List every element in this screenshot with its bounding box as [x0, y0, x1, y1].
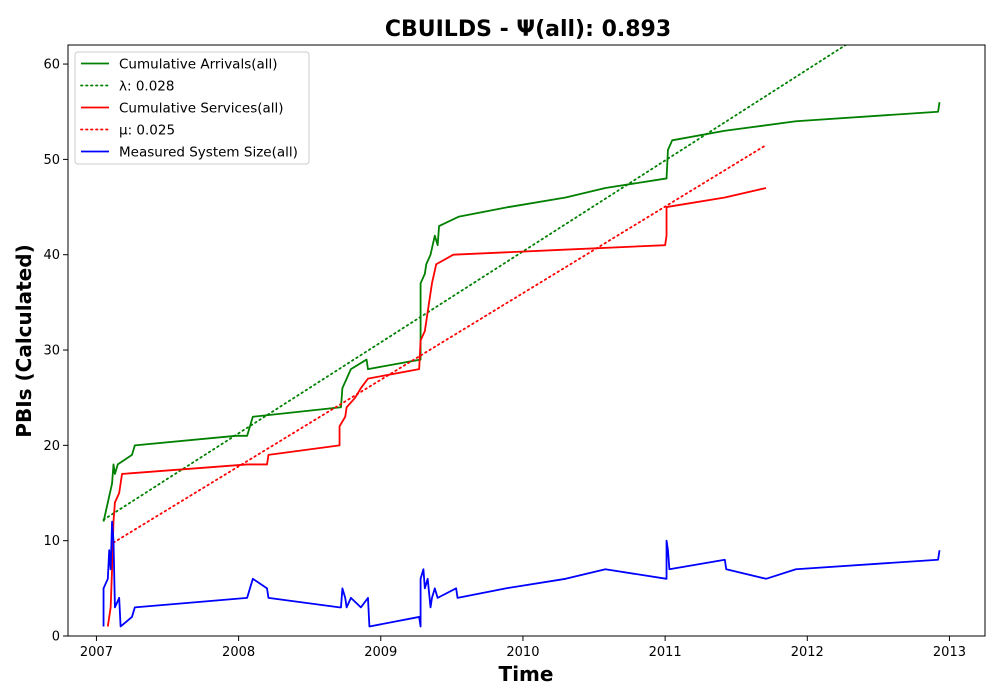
legend-label: Cumulative Services(all)	[119, 101, 284, 117]
series-line-1	[102, 45, 847, 521]
x-tick-label: 2008	[222, 645, 255, 660]
x-tick-label: 2013	[933, 645, 966, 660]
y-axis-label: PBIs (Calculated)	[12, 244, 36, 437]
legend: Cumulative Arrivals(all) λ: 0.028 Cumulati…	[74, 51, 310, 165]
series-line-0	[102, 102, 941, 522]
y-tick-label: 30	[43, 344, 60, 359]
plot-series	[102, 45, 941, 628]
series-line-3	[112, 144, 767, 544]
x-axis: 2007 2008 2009 2010 2011 2012 2013	[80, 636, 966, 660]
y-tick-label: 0	[52, 630, 60, 645]
y-tick-label: 10	[43, 534, 60, 549]
chart-title: CBUILDS - Ψ(all): 0.893	[385, 17, 671, 42]
y-tick-label: 40	[43, 248, 60, 263]
legend-label: Measured System Size(all)	[119, 145, 298, 161]
x-axis-label: Time	[499, 662, 554, 686]
legend-label: μ: 0.025	[119, 123, 175, 139]
series-line-4	[102, 520, 941, 628]
y-axis: 0 10 20 30 40 50 60	[43, 58, 68, 645]
x-tick-label: 2012	[791, 645, 824, 660]
x-tick-label: 2009	[364, 645, 397, 660]
x-tick-label: 2011	[649, 645, 682, 660]
y-tick-label: 50	[43, 153, 60, 168]
x-tick-label: 2010	[506, 645, 539, 660]
y-tick-label: 60	[43, 58, 60, 73]
legend-label: λ: 0.028	[119, 79, 174, 95]
y-tick-label: 20	[43, 439, 60, 454]
plot-frame	[67, 44, 986, 637]
legend-label: Cumulative Arrivals(all)	[119, 57, 278, 73]
x-tick-label: 2007	[80, 645, 113, 660]
legend-box	[74, 51, 310, 165]
